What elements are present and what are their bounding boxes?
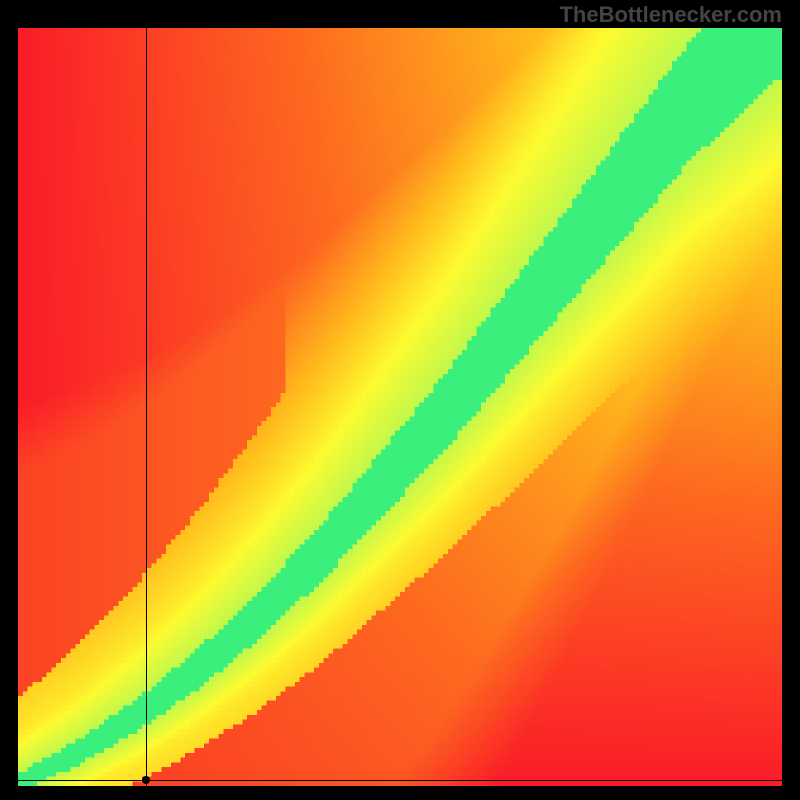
crosshair-vertical — [146, 28, 147, 786]
crosshair-horizontal — [18, 780, 782, 781]
watermark-text: TheBottlenecker.com — [559, 2, 782, 28]
heatmap-canvas — [18, 28, 782, 786]
bottleneck-heatmap — [18, 28, 782, 786]
selection-marker[interactable] — [142, 776, 150, 784]
